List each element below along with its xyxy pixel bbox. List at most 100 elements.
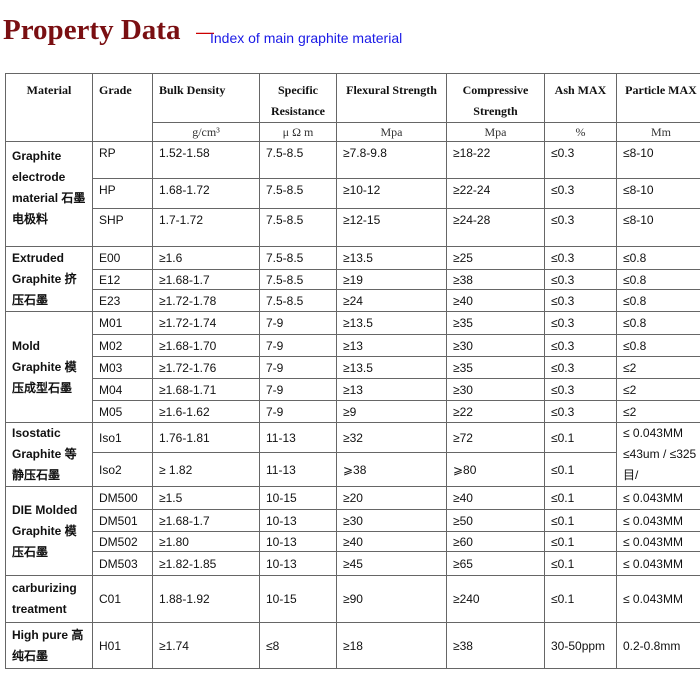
material-cell: High pure 高纯石墨 — [5, 622, 93, 669]
value-cell: ≤ 0.043MM — [616, 551, 700, 576]
table-row: High pure 高纯石墨 H01 ≥1.74 ≤8 ≥18 ≥38 30-50ppm 0.… — [5, 622, 700, 669]
title-dash: — — [196, 22, 214, 42]
table-row: Isostatic Graphite 等静压石墨 Iso1 1.76-1.81 11-… — [5, 422, 700, 487]
table-row: DM501 ≥1.68-1.7 10-13 ≥30 ≥50 ≤0.1 ≤ 0.043MM — [6, 509, 700, 532]
grade-cell: E00 — [92, 246, 153, 270]
unit-cell: % — [544, 122, 617, 142]
value-cell: ≤0.3 — [544, 141, 617, 179]
grade-cell: DM501 — [92, 509, 153, 532]
grade-cell: M02 — [92, 334, 153, 357]
value-cell: ≤0.3 — [544, 311, 617, 335]
table-row: Graphite electrode material 石墨 电极料 RP 1.52… — [5, 141, 700, 247]
value-cell: ⩾38 — [336, 452, 447, 487]
value-cell: ≥1.6 — [152, 246, 260, 270]
table-row: DM502 ≥1.80 10-13 ≥40 ≥60 ≤0.1 ≤ 0.043MM — [6, 531, 700, 552]
header-ash-max: Ash MAX — [544, 73, 617, 123]
value-cell: ≤0.1 — [544, 486, 617, 510]
value-cell: ≤8 — [259, 622, 337, 669]
value-cell: ≤ 0.043MM — [616, 509, 700, 532]
grade-cell: E12 — [92, 269, 153, 290]
grade-cell: E23 — [92, 289, 153, 312]
value-cell: 7-9 — [259, 356, 337, 379]
grade-cell: M03 — [92, 356, 153, 379]
value-cell: ≥1.5 — [152, 486, 260, 510]
grade-cell: DM502 — [92, 531, 153, 552]
value-cell: ≥240 — [446, 575, 545, 623]
value-cell: ≥1.72-1.76 — [152, 356, 260, 379]
value-cell: 11-13 — [259, 422, 337, 453]
table-row: Iso2 ≥ 1.82 11-13 ⩾38 ⩾80 ≤0.1 — [6, 452, 700, 487]
value-cell: ≤2 — [616, 356, 700, 379]
header-material: Material — [5, 73, 93, 142]
grade-cell: M04 — [92, 378, 153, 401]
value-cell: ≥45 — [336, 551, 447, 576]
grade-cell: H01 — [92, 622, 153, 669]
value-cell: ≤2 — [616, 400, 700, 423]
value-cell: ≤2 — [616, 378, 700, 401]
value-cell: ≥13 — [336, 334, 447, 357]
value-cell: ≥50 — [446, 509, 545, 532]
value-cell: 7.5-8.5 — [259, 208, 337, 247]
material-cell: DIE Molded Graphite 模压石墨 — [5, 486, 93, 576]
value-cell: 7.5-8.5 — [259, 141, 337, 179]
value-cell: 11-13 — [259, 452, 337, 487]
value-cell: ≥18-22 — [446, 141, 545, 179]
table-row: M05 ≥1.6-1.62 7-9 ≥9 ≥22 ≤0.3 ≤2 — [6, 400, 700, 423]
value-cell: ≥30 — [446, 378, 545, 401]
value-cell: ≥13.5 — [336, 356, 447, 379]
value-cell: ≤0.3 — [544, 246, 617, 270]
value-cell: ≤8-10 — [616, 178, 700, 209]
particle-merged-cell: ≤ 0.043MM ≤43um / ≤325 目/ — [616, 422, 700, 487]
value-cell: 7.5-8.5 — [259, 246, 337, 270]
value-cell: ≤0.3 — [544, 334, 617, 357]
value-cell: ≥35 — [446, 311, 545, 335]
value-cell: ≥1.72-1.74 — [152, 311, 260, 335]
page-subtitle: Index of main graphite material — [210, 30, 403, 46]
header-specific-resistance: Specific Resistance — [259, 73, 337, 123]
value-cell: ≥9 — [336, 400, 447, 423]
table-row: E23 ≥1.72-1.78 7.5-8.5 ≥24 ≥40 ≤0.3 ≤0.8 — [6, 289, 700, 312]
value-cell: ≥38 — [446, 622, 545, 669]
value-cell: 1.52-1.58 — [152, 141, 260, 179]
value-cell: ≥7.8-9.8 — [336, 141, 447, 179]
value-cell: ≥25 — [446, 246, 545, 270]
value-cell: ≤0.3 — [544, 356, 617, 379]
unit-cell: μ Ω m — [259, 122, 337, 142]
value-cell: ≥1.80 — [152, 531, 260, 552]
grade-cell: DM503 — [92, 551, 153, 576]
material-cell: carburizing treatment — [5, 575, 93, 623]
value-cell: ≥1.68-1.70 — [152, 334, 260, 357]
value-cell: ≥90 — [336, 575, 447, 623]
value-cell: ≤0.3 — [544, 400, 617, 423]
value-cell: ≥24 — [336, 289, 447, 312]
value-cell: ⩾80 — [446, 452, 545, 487]
table-row: E12 ≥1.68-1.7 7.5-8.5 ≥19 ≥38 ≤0.3 ≤0.8 — [6, 269, 700, 290]
grade-cell: HP — [92, 178, 153, 209]
table-row: DIE Molded Graphite 模压石墨 DM500 ≥1.5 10-15 ≥2… — [5, 486, 700, 576]
value-cell: 1.7-1.72 — [152, 208, 260, 247]
value-cell: 7-9 — [259, 311, 337, 335]
value-cell: ≤ 0.043MM — [616, 531, 700, 552]
grade-cell: M01 — [92, 311, 153, 335]
value-cell: 1.76-1.81 — [152, 422, 260, 453]
value-cell: ≤0.1 — [544, 452, 617, 487]
value-cell: ≥1.74 — [152, 622, 260, 669]
value-cell: ≤0.3 — [544, 269, 617, 290]
value-cell: ≥19 — [336, 269, 447, 290]
value-cell: 7-9 — [259, 334, 337, 357]
value-cell: 7.5-8.5 — [259, 178, 337, 209]
grade-cell: SHP — [92, 208, 153, 247]
value-cell: ≤ 0.043MM — [616, 575, 700, 623]
value-cell: ≤0.3 — [544, 289, 617, 312]
value-cell: ≤0.8 — [616, 311, 700, 335]
value-cell: ≥1.68-1.7 — [152, 269, 260, 290]
material-cell: Mold Graphite 模压成型石墨 — [5, 311, 93, 423]
value-cell: ≥40 — [446, 486, 545, 510]
material-cell: Extruded Graphite 挤压石墨 — [5, 246, 93, 312]
value-cell: ≥10-12 — [336, 178, 447, 209]
table-row: SHP 1.7-1.72 7.5-8.5 ≥12-15 ≥24-28 ≤0.3 ≤8-10 — [6, 208, 700, 247]
value-cell: ≤0.1 — [544, 509, 617, 532]
value-cell: ≤ 0.043MM — [616, 486, 700, 510]
value-cell: 10-13 — [259, 531, 337, 552]
value-cell: 7.5-8.5 — [259, 289, 337, 312]
